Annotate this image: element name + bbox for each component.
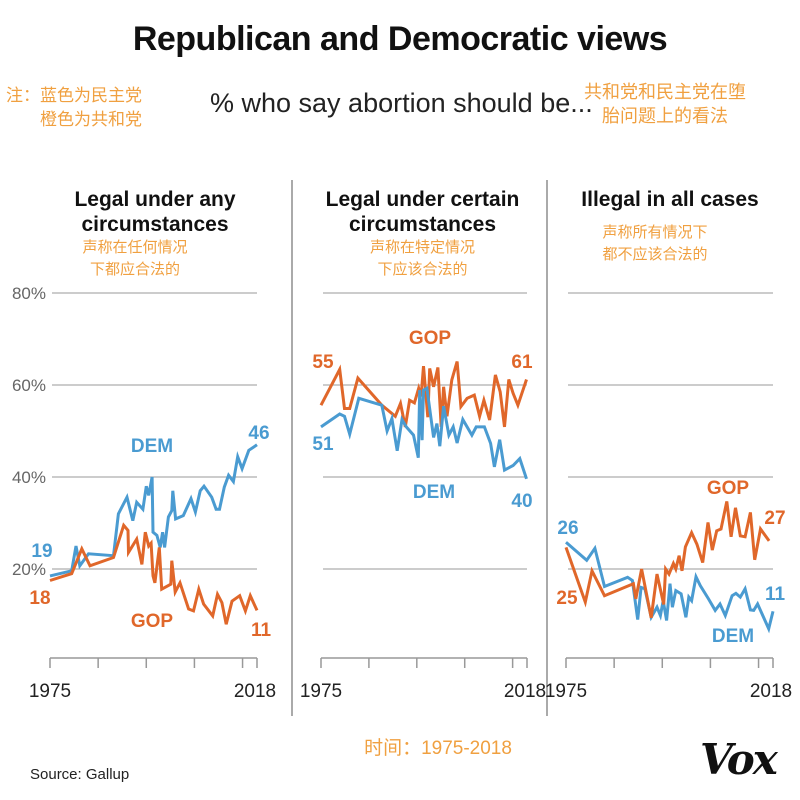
- end-value-label: 46: [248, 423, 269, 444]
- panel-title: Illegal in all cases: [581, 188, 759, 211]
- panel-title-illegal: Illegal in all cases 声称所有情况下 都不应该合法的: [555, 187, 785, 266]
- translation-note: 共和党和民主党在堕 胎问题上的看法: [584, 80, 746, 128]
- start-value-label: 26: [557, 518, 578, 539]
- end-value-label: 61: [511, 352, 533, 373]
- end-value-label: 11: [765, 584, 786, 605]
- note-line: 声称在特定情况: [369, 239, 475, 256]
- y-tick-label: 40%: [12, 468, 46, 487]
- note-line: 下都应合法的: [89, 261, 180, 278]
- start-value-label: 19: [31, 541, 52, 562]
- start-value-label: 55: [312, 352, 334, 373]
- x-tick-label: 2018: [234, 681, 276, 702]
- panel-title-legal-any: Legal under any circumstances 声称在任何情况 下都…: [40, 187, 270, 281]
- y-tick-label: 20%: [12, 560, 46, 579]
- x-tick-label: 1975: [29, 681, 71, 702]
- panel-note: 声称在特定情况 下应该合法的: [305, 237, 540, 281]
- series-label-gop: GOP: [707, 478, 750, 499]
- note-line: 共和党和民主党在堕: [584, 82, 746, 102]
- series-label-gop: GOP: [131, 611, 174, 632]
- panel-title: Legal under any circumstances: [74, 188, 236, 236]
- x-tick-label: 1975: [300, 681, 342, 702]
- color-legend-note: 注：蓝色为民主党 橙色为共和党: [6, 84, 142, 132]
- chart-title: Republican and Democratic views: [132, 20, 668, 58]
- note-line: 橙色为共和党: [40, 110, 142, 129]
- end-value-label: 11: [251, 620, 272, 641]
- panel-note: 声称在任何情况 下都应合法的: [40, 237, 230, 281]
- note-line: 声称在任何情况: [82, 239, 188, 256]
- series-line-dem: [565, 541, 775, 634]
- panel-title-legal-certain: Legal under certain circumstances 声称在特定情…: [305, 187, 540, 281]
- start-value-label: 18: [29, 588, 50, 609]
- start-value-label: 51: [312, 434, 334, 455]
- series-line-dem: [49, 443, 258, 578]
- vox-logo: Vox: [700, 735, 778, 784]
- series-line-dem: [320, 385, 528, 480]
- panel-note: 声称所有情况下 都不应该合法的: [555, 222, 755, 266]
- note-line: 声称所有情况下: [602, 224, 708, 241]
- series-line-gop: [319, 361, 528, 428]
- series-line-gop: [49, 522, 259, 625]
- note-line: 下应该合法的: [377, 261, 468, 278]
- series-line-gop: [564, 501, 771, 619]
- end-value-label: 40: [511, 491, 532, 512]
- note-line: 注：蓝色为民主党: [6, 86, 142, 105]
- x-tick-label: 2018: [750, 681, 792, 702]
- note-line: 都不应该合法的: [602, 246, 708, 263]
- note-line: 胎问题上的看法: [602, 106, 728, 126]
- end-value-label: 27: [764, 508, 785, 529]
- panel-title: Legal under certain circumstances: [325, 188, 520, 236]
- time-range-note: 时间：1975-2018: [364, 738, 512, 759]
- series-label-dem: DEM: [413, 482, 455, 503]
- x-tick-label: 2018: [504, 681, 546, 702]
- series-label-gop: GOP: [409, 328, 452, 349]
- series-label-dem: DEM: [712, 626, 754, 647]
- source-note: Source: Gallup: [30, 766, 130, 783]
- y-tick-label: 60%: [12, 376, 46, 395]
- series-label-dem: DEM: [131, 436, 173, 457]
- x-tick-label: 1975: [545, 681, 587, 702]
- start-value-label: 25: [556, 588, 578, 609]
- y-tick-label: 80%: [12, 284, 46, 303]
- chart-subtitle: % who say abortion should be...: [210, 88, 593, 118]
